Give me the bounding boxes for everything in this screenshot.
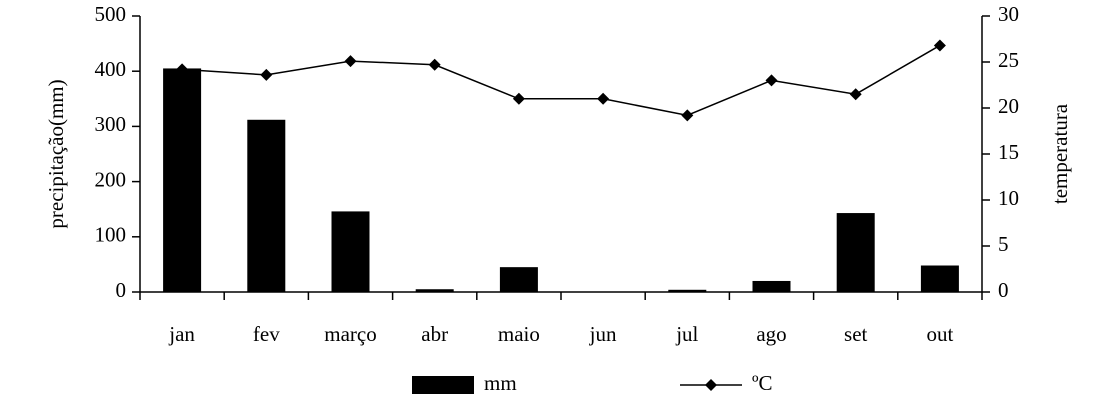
marker — [681, 109, 694, 122]
marker — [597, 92, 610, 105]
y-tick-label: 200 — [95, 167, 127, 191]
y2-tick-label: 15 — [998, 140, 1019, 164]
x-tick-label: jul — [675, 322, 698, 346]
x-tick-label: abr — [421, 322, 448, 346]
y-tick-label: 500 — [95, 2, 127, 26]
y2-tick-label: 20 — [998, 94, 1019, 118]
bar — [499, 267, 538, 292]
y2-tick-label: 25 — [998, 48, 1019, 72]
legend-label: mm — [484, 371, 517, 395]
line — [182, 44, 941, 117]
marker — [849, 88, 862, 101]
marker — [344, 55, 357, 68]
marker — [512, 92, 525, 105]
bar — [920, 265, 959, 292]
x-tick-label: jun — [589, 322, 617, 346]
y-tick-label: 100 — [95, 223, 127, 247]
x-tick-label: maio — [498, 322, 540, 346]
y2-tick-label: 5 — [998, 232, 1009, 256]
y-tick-label: 400 — [95, 57, 127, 81]
marker — [428, 58, 441, 71]
y-tick-label: 0 — [116, 278, 127, 302]
bar — [247, 119, 286, 292]
bar — [163, 68, 202, 292]
legend-marker — [705, 379, 717, 391]
x-tick-label: março — [324, 322, 376, 346]
legend-label: ºC — [752, 371, 773, 395]
x-tick-label: ago — [756, 322, 786, 346]
y2-tick-label: 0 — [998, 278, 1009, 302]
legend-swatch — [412, 376, 474, 394]
x-tick-label: jan — [168, 322, 195, 346]
bar — [331, 211, 370, 292]
y-tick-label: 300 — [95, 112, 127, 136]
x-tick-label: out — [926, 322, 953, 346]
bar — [415, 289, 454, 292]
bar — [752, 280, 791, 292]
marker — [933, 39, 946, 52]
bar — [668, 289, 707, 292]
bar — [836, 213, 875, 292]
x-tick-label: set — [844, 322, 867, 346]
y2-tick-label: 10 — [998, 186, 1019, 210]
y-axis-label: precipitação(mm) — [44, 79, 68, 228]
x-tick-label: fev — [253, 322, 280, 346]
y2-tick-label: 30 — [998, 2, 1019, 26]
marker — [765, 74, 778, 87]
y2-axis-label: temperatura — [1048, 103, 1072, 204]
marker — [176, 63, 189, 76]
marker — [260, 68, 273, 81]
